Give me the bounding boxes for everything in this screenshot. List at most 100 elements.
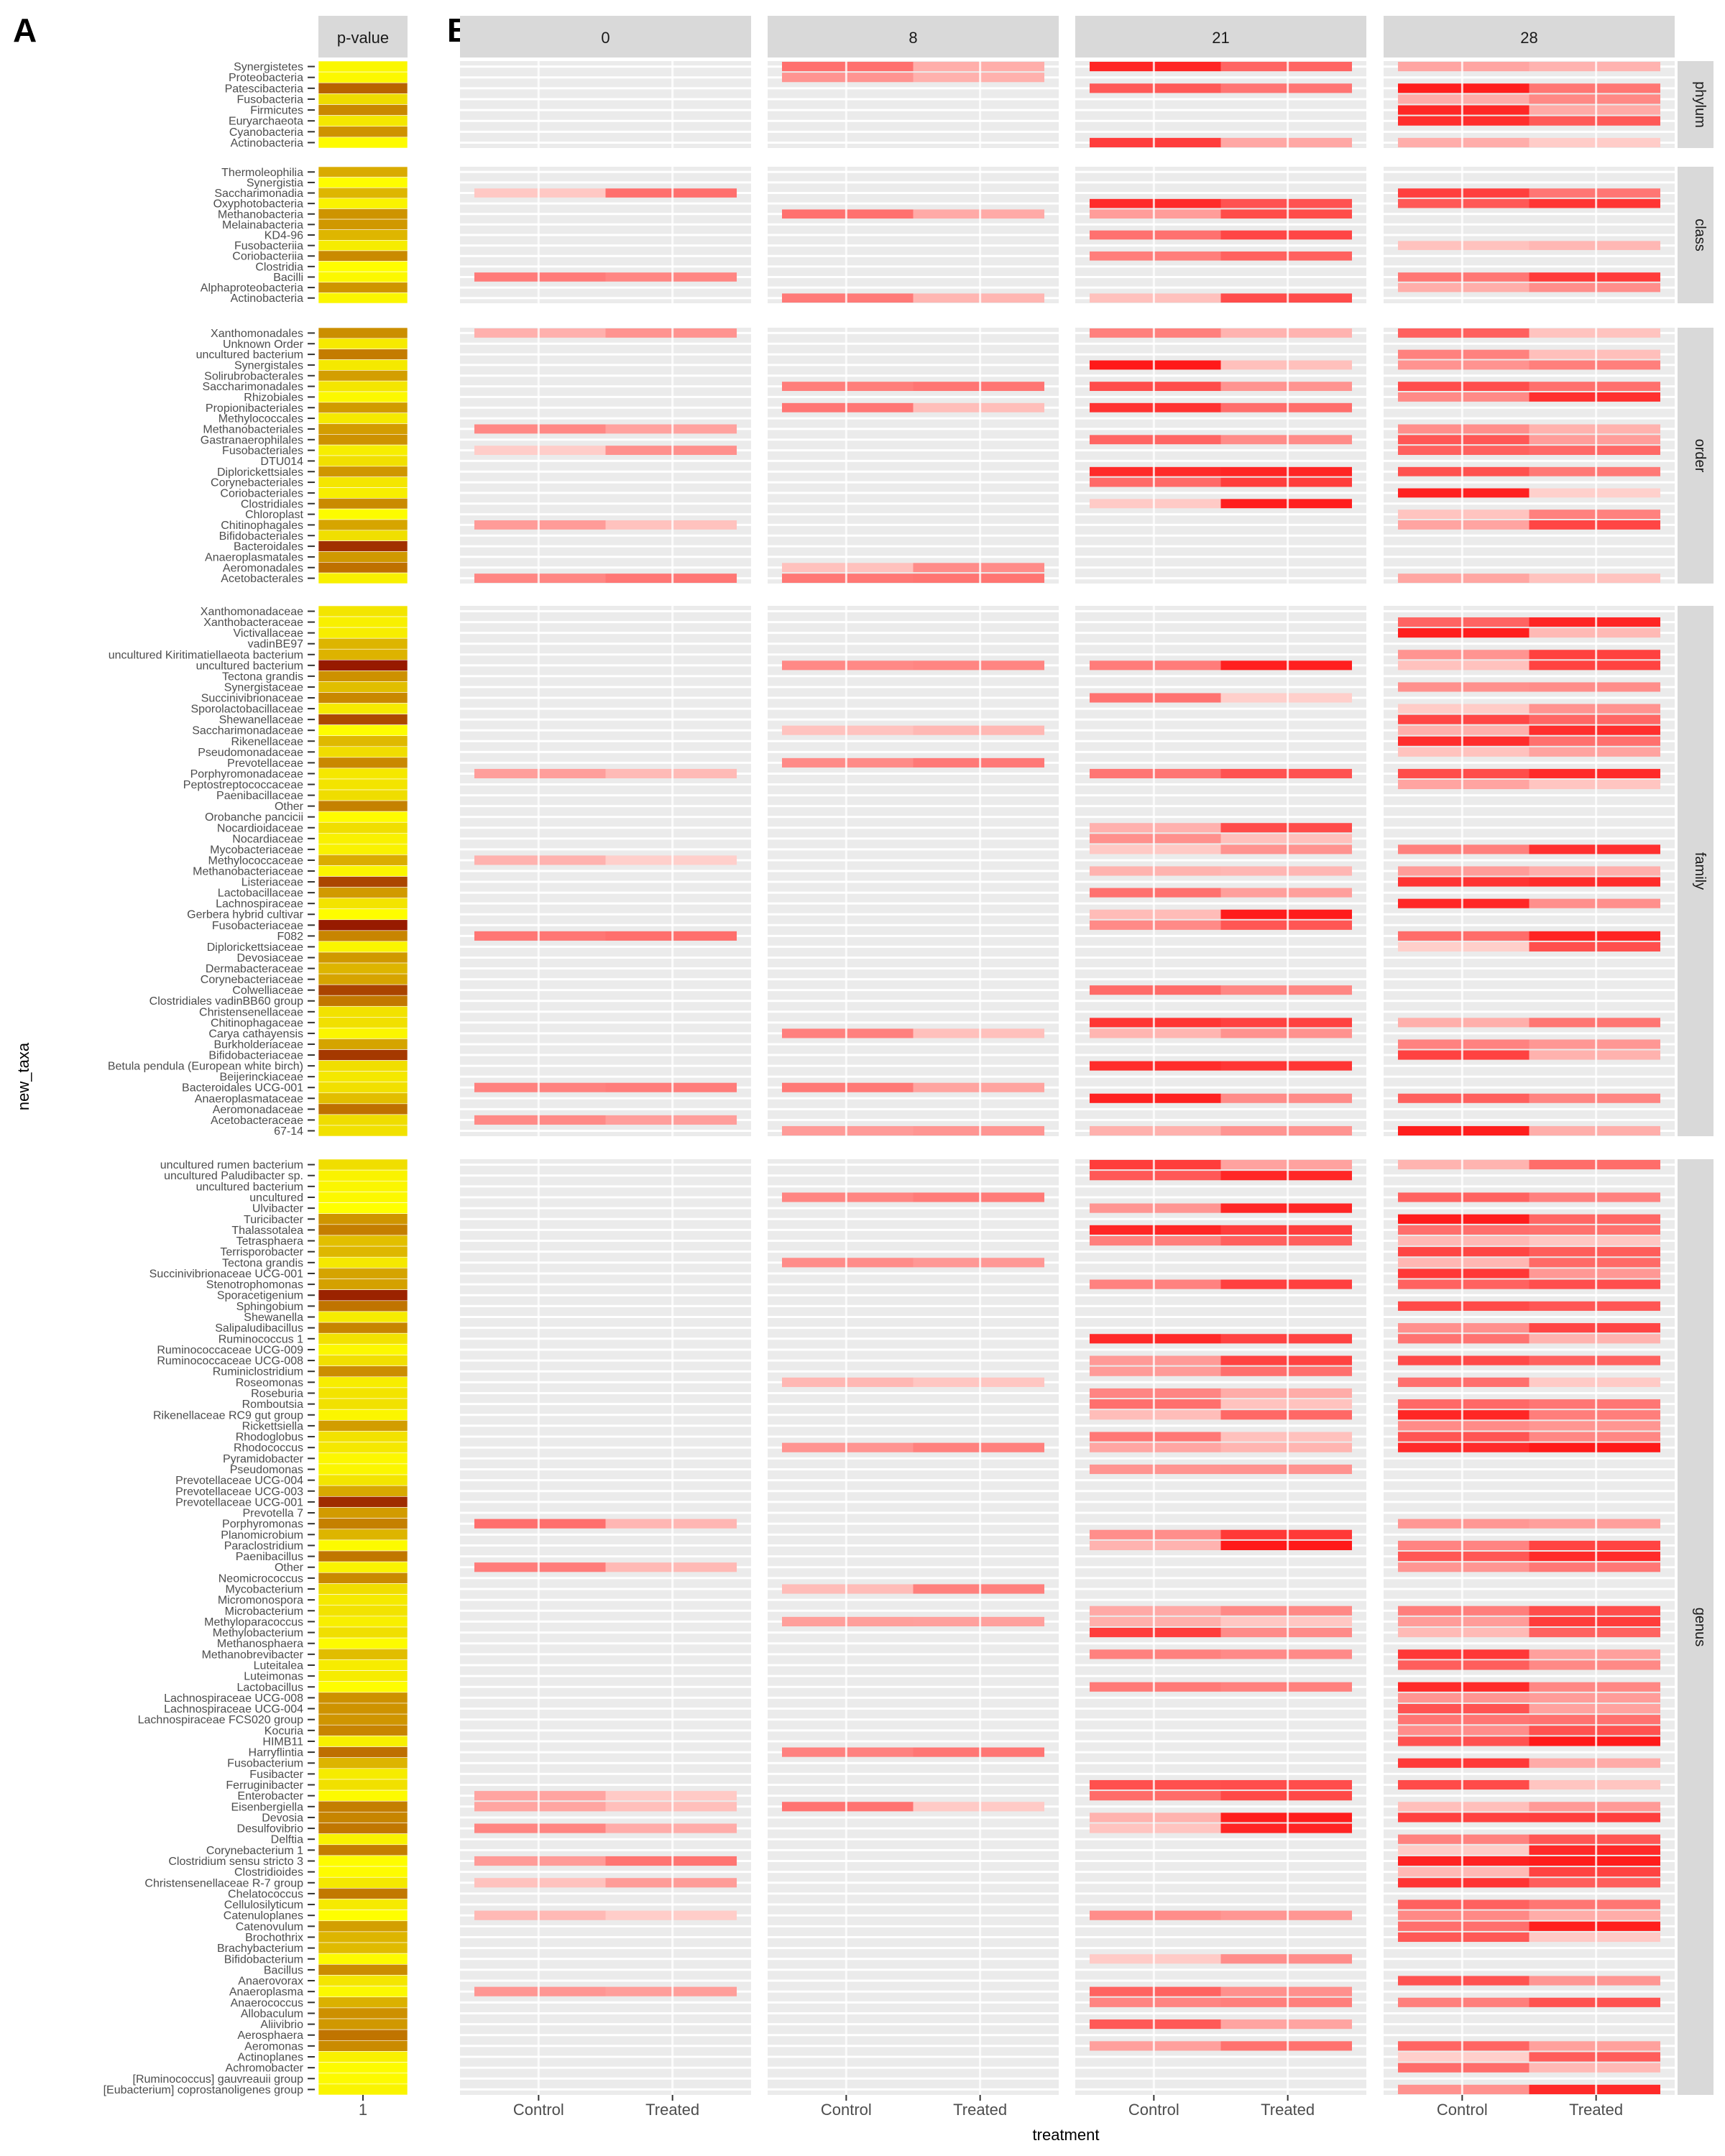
y-tick-label: Fusobacteria [237, 93, 304, 106]
y-tick-label: Anaeroplasmatales [205, 551, 303, 563]
pvalue-cell [318, 1376, 408, 1388]
heat-cell [1398, 1616, 1530, 1626]
y-tick-label: Lachnospiraceae UCG-004 [164, 1703, 303, 1715]
heat-cell [1529, 941, 1660, 952]
heat-cell [1529, 898, 1660, 908]
heat-cell [1398, 768, 1530, 778]
y-tick-label: Actinobacteria [231, 137, 303, 149]
pvalue-cell [318, 338, 408, 349]
heat-cell [1090, 1628, 1221, 1638]
heat-cell [1529, 877, 1660, 887]
x-tick-label: Treated [1261, 2101, 1315, 2119]
x-tick-label: Treated [1569, 2101, 1623, 2119]
pvalue-cell [318, 1463, 408, 1475]
pvalue-cell [318, 876, 408, 888]
heat-cell [782, 1028, 914, 1038]
y-tick-label: Turicibacter [244, 1214, 304, 1226]
heat-cell [1398, 1932, 1530, 1943]
heat-cell [1220, 1388, 1352, 1399]
heat-cell [1529, 282, 1660, 292]
heat-cell [1090, 1791, 1221, 1801]
pvalue-cell [318, 1931, 408, 1943]
heat-cell [1398, 272, 1530, 282]
heat-cell [1220, 251, 1352, 261]
y-tick-label: Delftia [271, 1834, 303, 1846]
y-tick-label: Eisenbergiella [231, 1801, 303, 1813]
heat-cell [1529, 1192, 1660, 1202]
heat-cell [1398, 1628, 1530, 1638]
heat-cell [1090, 985, 1221, 995]
heat-cell [1090, 1616, 1221, 1626]
y-tick-label: Orobanche pancicii [205, 811, 303, 824]
y-tick-label: Rhodococcus [234, 1442, 303, 1455]
heat-cell [605, 1823, 737, 1833]
pvalue-cell [318, 714, 408, 725]
facet-strip-label: order [1692, 439, 1708, 473]
y-tick-label: Salipaludibacillus [215, 1322, 303, 1335]
pvalue-cell [318, 821, 408, 834]
y-tick-label: Burkholderiaceae [213, 1038, 303, 1051]
y-tick-label: uncultured bacterium [196, 1181, 303, 1193]
heat-cell [782, 1616, 914, 1626]
y-tick-label: Xanthobacteraceae [203, 617, 303, 629]
pvalue-cell [318, 800, 408, 812]
heat-cell [782, 382, 914, 391]
heat-cell [1220, 1791, 1352, 1801]
heat-cell [1220, 1279, 1352, 1289]
pvalue-cell [318, 962, 408, 975]
heat-cell [1529, 105, 1660, 115]
y-tick-label: Cellulosilyticum [224, 1899, 303, 1912]
heat-cell [1398, 1377, 1530, 1387]
y-tick-label: DTU014 [260, 456, 303, 468]
pvalue-cell [318, 240, 408, 252]
pvalue-cell [318, 2007, 408, 2019]
pvalue-cell [318, 1365, 408, 1378]
y-tick-label: Fusobacteriaceae [212, 920, 303, 932]
heat-cell [1220, 1028, 1352, 1038]
timepoint-strip-8 [768, 16, 1059, 57]
heat-cell [782, 563, 914, 573]
pvalue-cell [318, 572, 408, 584]
heat-cell [1398, 435, 1530, 445]
heat-cell [1090, 328, 1221, 338]
heat-cell [474, 1082, 606, 1092]
heat-cell [605, 1878, 737, 1888]
pvalue-cell [318, 359, 408, 371]
heat-cell [1090, 844, 1221, 854]
heat-cell [1090, 402, 1221, 413]
y-tick-label: uncultured Kiritimatiellaeota bacterium [109, 649, 303, 661]
heat-cell [1090, 834, 1221, 844]
y-tick-label: Thermoleophilia [221, 167, 303, 179]
heat-cell [605, 573, 737, 583]
heat-cell [1529, 1093, 1660, 1103]
heat-cell [1220, 1606, 1352, 1616]
heat-cell [605, 446, 737, 455]
pvalue-cell [318, 413, 408, 424]
heat-cell [1220, 1464, 1352, 1475]
heat-cell [1398, 1334, 1530, 1344]
pvalue-cell [318, 1224, 408, 1236]
y-tick-label: Shewanella [244, 1312, 303, 1324]
pvalue-cell [318, 1975, 408, 1986]
heat-cell [913, 1028, 1044, 1038]
pvalue-cell [318, 887, 408, 898]
heat-cell [1220, 62, 1352, 72]
heat-cell [913, 1377, 1044, 1387]
heat-cell [1529, 573, 1660, 583]
y-tick-label: Pseudomonadaceae [198, 747, 303, 759]
pvalue-cell [318, 1158, 408, 1171]
pvalue-cell [318, 1103, 408, 1115]
heat-cell [1220, 1997, 1352, 2007]
heat-cell [1398, 1192, 1530, 1202]
panel-bg [1384, 61, 1675, 148]
y-tick-label: Shewanellaceae [219, 714, 304, 727]
pvalue-cell [318, 1452, 408, 1465]
facet-strip-label: family [1692, 852, 1708, 890]
y-tick-label: Porphyromonadaceae [190, 768, 304, 780]
heat-cell [474, 931, 606, 941]
y-tick-label: Methanobrevibacter [202, 1649, 304, 1661]
heat-cell [1090, 1028, 1221, 1038]
pvalue-cell [318, 1420, 408, 1432]
heat-cell [1090, 2041, 1221, 2051]
